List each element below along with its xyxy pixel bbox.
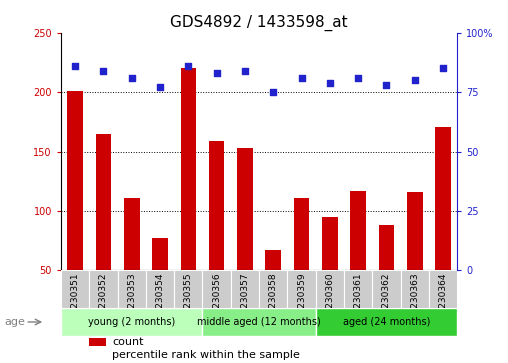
- Text: GSM1230358: GSM1230358: [269, 272, 278, 333]
- Text: young (2 months): young (2 months): [88, 317, 175, 327]
- Bar: [266, 250, 281, 270]
- Bar: [351, 191, 366, 270]
- Point: [100, 68, 108, 74]
- Bar: [372, 270, 401, 308]
- Bar: [209, 141, 225, 270]
- Text: count: count: [112, 337, 143, 347]
- Bar: [294, 198, 309, 270]
- Bar: [315, 270, 344, 308]
- Bar: [89, 270, 117, 308]
- Point: [156, 85, 164, 90]
- Title: GDS4892 / 1433598_at: GDS4892 / 1433598_at: [170, 15, 348, 31]
- Text: GSM1230352: GSM1230352: [99, 272, 108, 333]
- Bar: [61, 270, 89, 308]
- Point: [298, 75, 306, 81]
- Bar: [203, 308, 315, 336]
- Bar: [237, 148, 252, 270]
- Point: [410, 77, 419, 83]
- Bar: [152, 238, 168, 270]
- Bar: [146, 270, 174, 308]
- Bar: [117, 270, 146, 308]
- Bar: [378, 225, 394, 270]
- Text: GSM1230354: GSM1230354: [155, 272, 165, 333]
- Bar: [180, 68, 196, 270]
- Bar: [315, 308, 457, 336]
- Text: GSM1230360: GSM1230360: [325, 272, 334, 333]
- Text: GSM1230356: GSM1230356: [212, 272, 221, 333]
- Bar: [259, 270, 288, 308]
- Bar: [203, 270, 231, 308]
- Bar: [288, 270, 315, 308]
- Point: [354, 75, 362, 81]
- Bar: [89, 351, 106, 358]
- Text: GSM1230359: GSM1230359: [297, 272, 306, 333]
- Bar: [61, 308, 203, 336]
- Text: GSM1230362: GSM1230362: [382, 272, 391, 333]
- Point: [71, 63, 79, 69]
- Bar: [68, 91, 83, 270]
- Point: [241, 68, 249, 74]
- Bar: [435, 127, 451, 270]
- Text: GSM1230363: GSM1230363: [410, 272, 419, 333]
- Point: [383, 82, 391, 88]
- Text: GSM1230355: GSM1230355: [184, 272, 193, 333]
- Point: [439, 65, 447, 71]
- Bar: [401, 270, 429, 308]
- Text: aged (24 months): aged (24 months): [343, 317, 430, 327]
- Text: percentile rank within the sample: percentile rank within the sample: [112, 350, 300, 360]
- Point: [212, 70, 220, 76]
- Bar: [322, 217, 338, 270]
- Text: age: age: [5, 317, 25, 327]
- Text: middle aged (12 months): middle aged (12 months): [197, 317, 321, 327]
- Point: [184, 63, 193, 69]
- Text: GSM1230361: GSM1230361: [354, 272, 363, 333]
- Point: [269, 89, 277, 95]
- Bar: [231, 270, 259, 308]
- Bar: [96, 134, 111, 270]
- Text: GSM1230357: GSM1230357: [240, 272, 249, 333]
- Text: GSM1230353: GSM1230353: [127, 272, 136, 333]
- Point: [128, 75, 136, 81]
- Text: GSM1230364: GSM1230364: [438, 272, 448, 333]
- Bar: [344, 270, 372, 308]
- Bar: [89, 338, 106, 346]
- Text: GSM1230351: GSM1230351: [71, 272, 80, 333]
- Bar: [124, 198, 140, 270]
- Bar: [407, 192, 423, 270]
- Point: [326, 80, 334, 86]
- Bar: [174, 270, 203, 308]
- Bar: [429, 270, 457, 308]
